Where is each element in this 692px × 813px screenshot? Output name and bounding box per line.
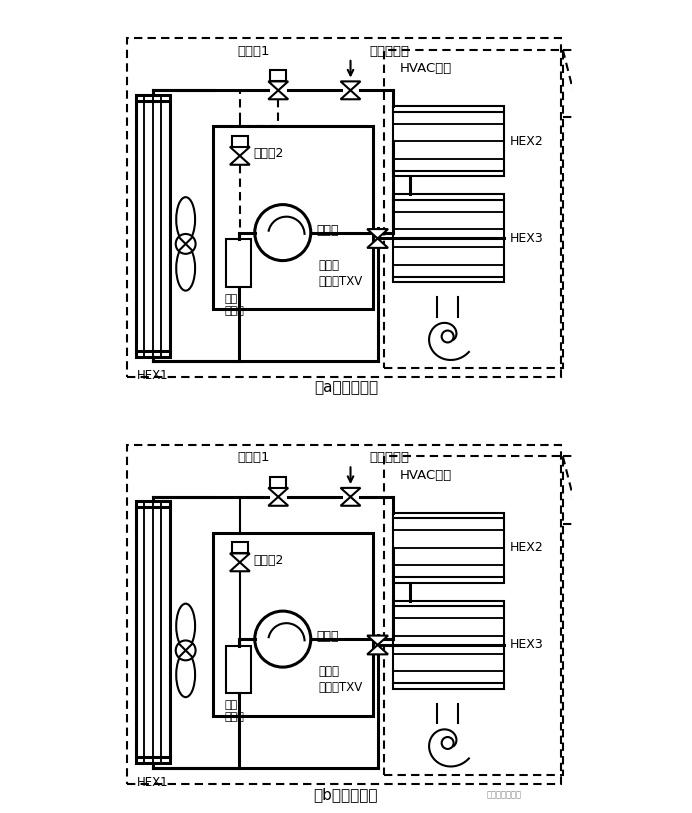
- Text: 电磁阀2: 电磁阀2: [253, 554, 284, 567]
- Polygon shape: [367, 238, 388, 248]
- Text: HVAC总成: HVAC总成: [400, 469, 453, 482]
- Bar: [226, 239, 251, 287]
- Circle shape: [255, 611, 311, 667]
- Bar: [232, 136, 248, 147]
- Polygon shape: [340, 81, 361, 90]
- Text: 压缩机: 压缩机: [316, 224, 338, 237]
- Circle shape: [255, 205, 311, 261]
- Text: （a）制冷模式: （a）制冷模式: [314, 380, 378, 395]
- Bar: [394, 513, 504, 583]
- Text: 气液
分离器: 气液 分离器: [224, 293, 244, 316]
- Text: HEX3: HEX3: [509, 638, 543, 651]
- Polygon shape: [367, 636, 388, 645]
- Bar: [136, 95, 170, 357]
- Polygon shape: [268, 497, 288, 506]
- Text: （b）制热模式: （b）制热模式: [313, 787, 379, 802]
- Polygon shape: [268, 81, 288, 90]
- Polygon shape: [230, 147, 250, 156]
- Bar: [384, 50, 563, 368]
- Text: HVAC总成: HVAC总成: [400, 63, 453, 76]
- Text: HEX1: HEX1: [137, 369, 169, 382]
- Circle shape: [176, 234, 196, 254]
- Text: 汽车热管理之家: 汽车热管理之家: [486, 790, 522, 799]
- Text: 压缩机: 压缩机: [316, 630, 338, 643]
- Bar: [394, 107, 504, 176]
- Polygon shape: [340, 497, 361, 506]
- Circle shape: [441, 331, 453, 342]
- Bar: [394, 601, 504, 689]
- Bar: [212, 533, 373, 716]
- Bar: [271, 477, 286, 488]
- Circle shape: [176, 641, 196, 660]
- Text: 带截止
功能的TXV: 带截止 功能的TXV: [319, 665, 363, 694]
- Text: 带截止
功能的TXV: 带截止 功能的TXV: [319, 259, 363, 288]
- Bar: [127, 445, 561, 784]
- Polygon shape: [367, 229, 388, 238]
- Bar: [212, 127, 373, 310]
- Text: HEX2: HEX2: [509, 135, 543, 148]
- Polygon shape: [230, 156, 250, 165]
- Text: 电磁阀1: 电磁阀1: [237, 45, 270, 58]
- Text: 电磁阀1: 电磁阀1: [237, 451, 270, 464]
- Polygon shape: [367, 645, 388, 654]
- Polygon shape: [268, 488, 288, 497]
- Text: HEX1: HEX1: [137, 776, 169, 789]
- Bar: [394, 194, 504, 282]
- Bar: [271, 71, 286, 81]
- Polygon shape: [340, 488, 361, 497]
- Polygon shape: [268, 90, 288, 99]
- Bar: [384, 456, 563, 775]
- Circle shape: [441, 737, 453, 749]
- Bar: [127, 38, 561, 377]
- Polygon shape: [230, 554, 250, 563]
- Text: HEX2: HEX2: [509, 541, 543, 554]
- Text: 气液
分离器: 气液 分离器: [224, 700, 244, 723]
- Polygon shape: [340, 90, 361, 99]
- Bar: [232, 542, 248, 554]
- Text: HEX3: HEX3: [509, 232, 543, 245]
- Text: 电子膨胀阀: 电子膨胀阀: [369, 451, 409, 464]
- Text: 电磁阀2: 电磁阀2: [253, 147, 284, 160]
- Bar: [136, 502, 170, 763]
- Text: 电子膨胀阀: 电子膨胀阀: [369, 45, 409, 58]
- Bar: [226, 646, 251, 693]
- Polygon shape: [230, 563, 250, 572]
